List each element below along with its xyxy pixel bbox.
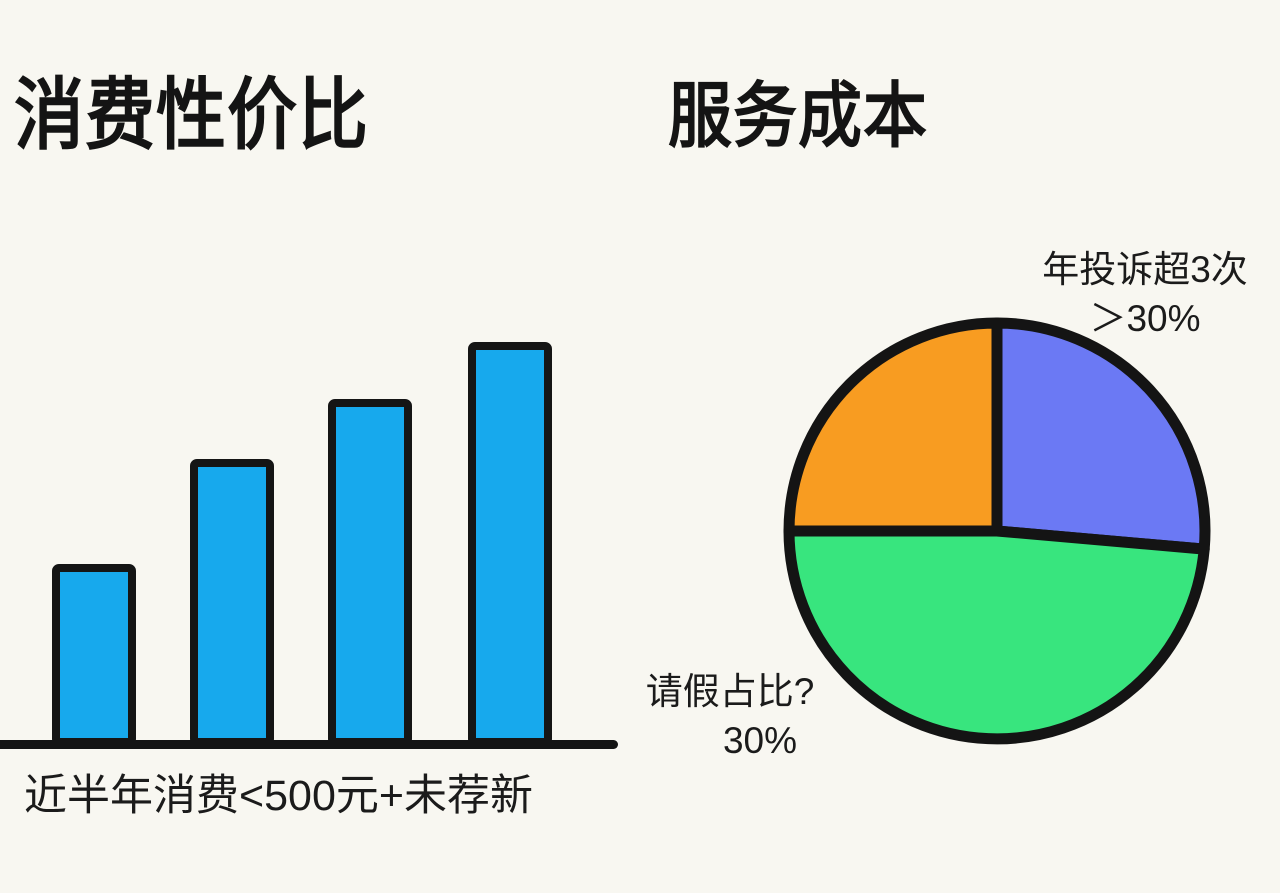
bar-chart-x-axis (0, 740, 618, 749)
pie-chart-title: 服务成本 (668, 75, 928, 157)
pie-slice-complaints (991, 317, 1211, 555)
pie-slice-other (783, 317, 1003, 537)
pie-slice-label-complaints-text: 年投诉超3次 (1042, 249, 1248, 290)
bar-chart-x-axis-label: 近半年消费<500元+未荐新 (24, 772, 533, 820)
pie-slice-leave (783, 525, 1210, 745)
pie-slice-label-leave: 请假占比? 30% (616, 668, 844, 766)
bar-chart-bar-2 (190, 459, 274, 746)
pie-slice-label-leave-text: 请假占比? (645, 671, 815, 712)
pie-slice-label-leave-value: 30% (722, 719, 798, 761)
pie-slice-label-complaints-value: ＞30% (1089, 297, 1201, 339)
bar-chart-bar-3 (328, 399, 412, 746)
pie-slice-label-complaints: 年投诉超3次 ＞30% (1015, 246, 1275, 344)
bar-chart-title: 消费性价比 (14, 71, 369, 159)
